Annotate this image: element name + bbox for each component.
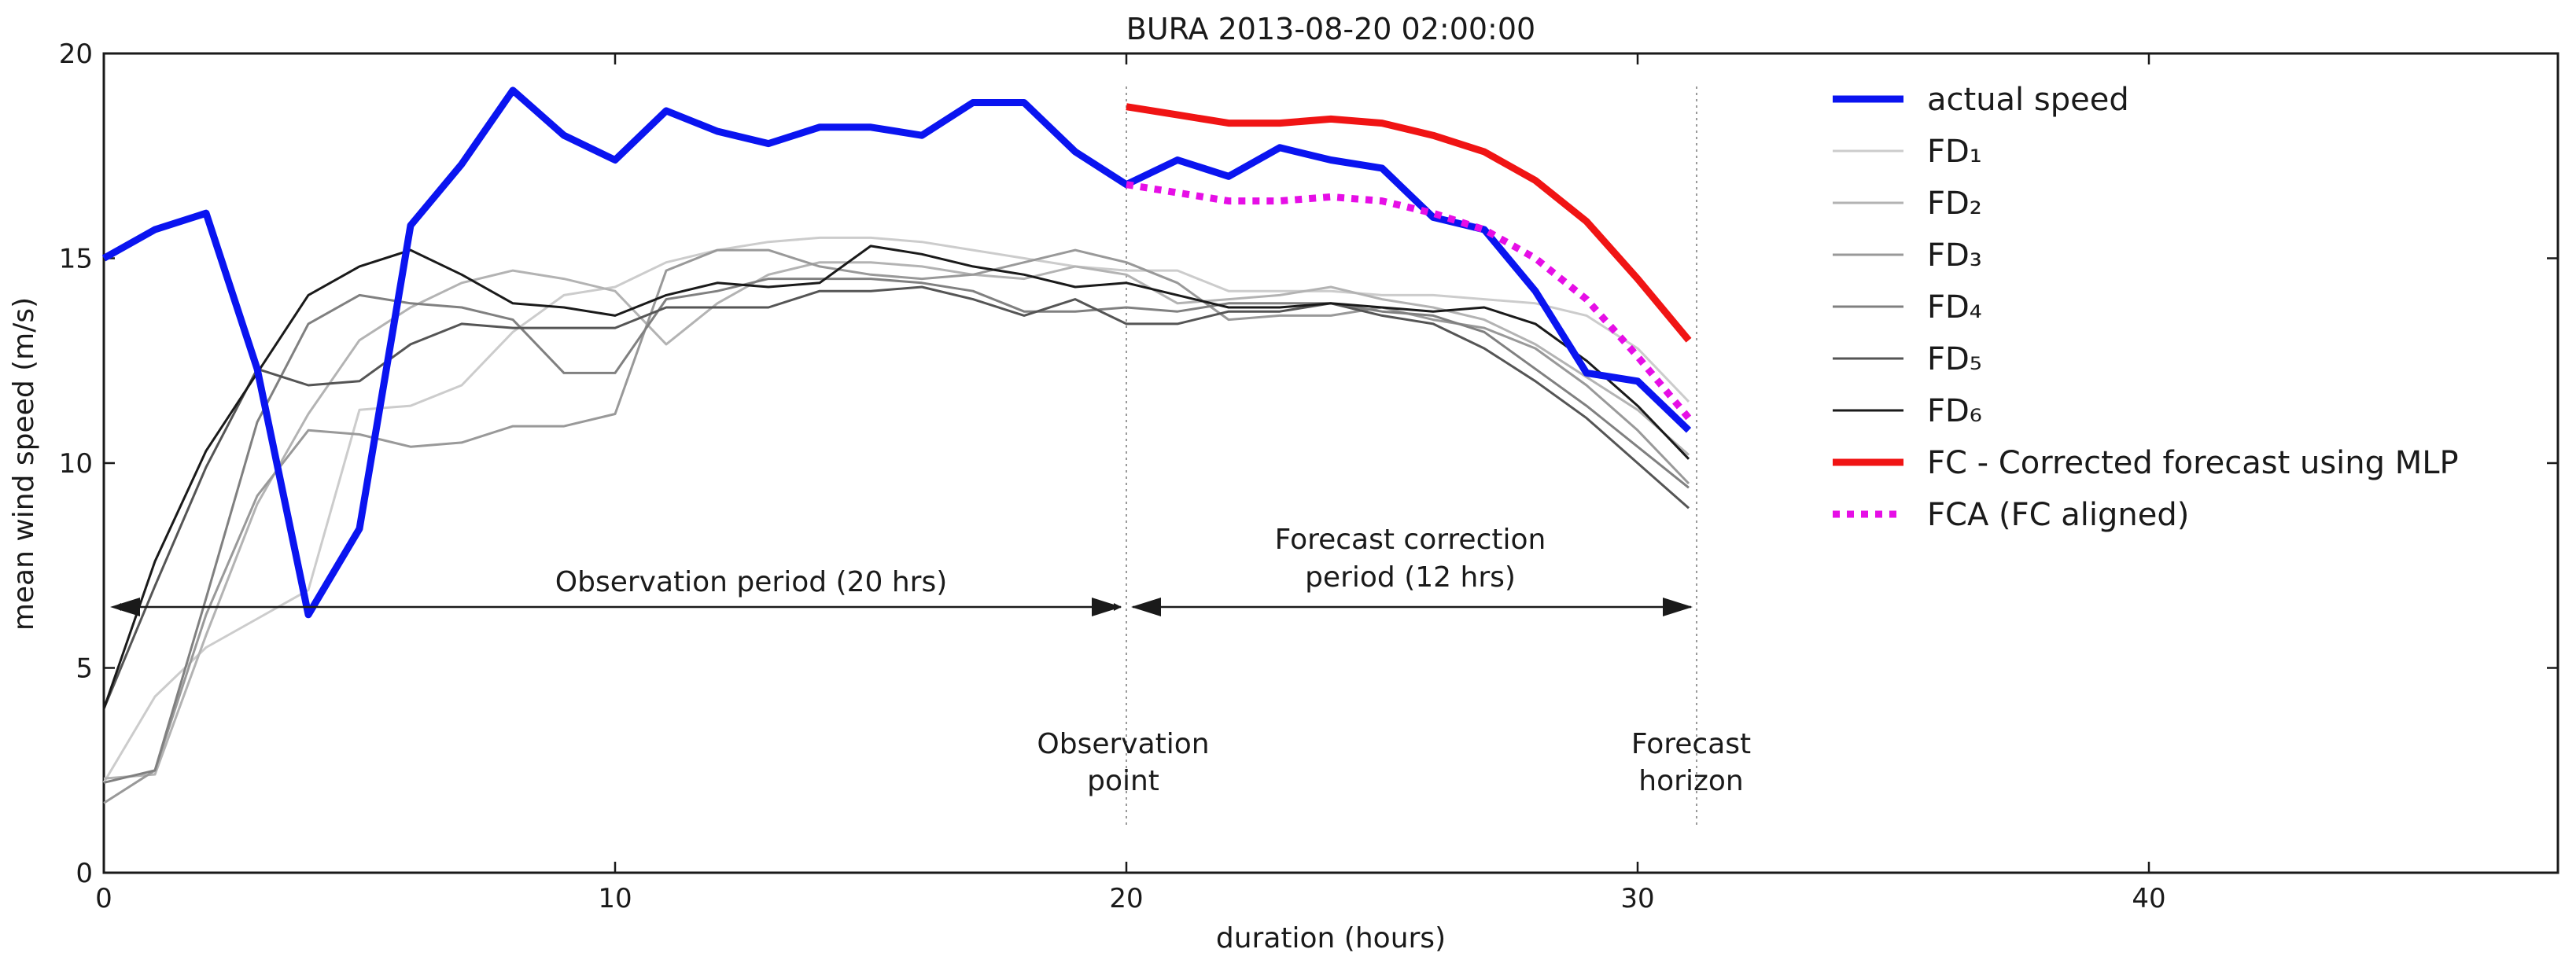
forecast-period-label-line2: period (12 hrs): [1305, 561, 1516, 594]
legend: actual speed FD₁ FD₂ FD₃ FD₄ FD₅ FD₆ FC - Corre…: [1833, 82, 2459, 533]
forecast-arrow-head-left: [1131, 598, 1161, 616]
series-layer: [101, 86, 1692, 804]
y-tick-label: 0: [76, 858, 93, 889]
legend-label-1: FD₁: [1927, 134, 1982, 170]
series-line-7: [1126, 103, 1692, 343]
legend-label-0: actual speed: [1927, 82, 2129, 118]
observation-point-label-line2: point: [1087, 765, 1159, 797]
y-tick-label: 20: [59, 39, 93, 70]
legend-label-4: FD₄: [1927, 289, 1982, 326]
x-tick-label: 10: [598, 883, 632, 914]
observation-arrow-head-right: [1092, 598, 1122, 616]
x-tick-label: 0: [95, 883, 112, 914]
legend-label-6: FD₆: [1927, 393, 1982, 429]
legend-label-7: FC - Corrected forecast using MLP: [1927, 445, 2459, 481]
y-tick-label: 15: [59, 244, 93, 275]
chart-title: BURA 2013-08-20 02:00:00: [1126, 12, 1535, 46]
axis-ticks: 0 10 20 30 40 0 5 10 15 20: [59, 39, 2558, 914]
observation-arrow-head-left: [110, 598, 140, 616]
series-line-8: [1126, 181, 1692, 421]
observation-period-label: Observation period (20 hrs): [555, 566, 948, 598]
y-axis-title: mean wind speed (m/s): [8, 297, 40, 631]
series-line-5: [102, 285, 1690, 710]
x-tick-label: 30: [1620, 883, 1654, 914]
forecast-period-label-line1: Forecast correction: [1275, 524, 1546, 556]
x-tick-label: 40: [2132, 883, 2165, 914]
legend-label-3: FD₃: [1927, 237, 1982, 274]
legend-label-5: FD₅: [1927, 341, 1982, 377]
forecast-horizon-label-line1: Forecast: [1631, 728, 1751, 760]
y-tick-label: 10: [59, 448, 93, 480]
y-tick-label: 5: [76, 653, 93, 685]
forecast-arrow-head-right: [1663, 598, 1693, 616]
legend-label-2: FD₂: [1927, 186, 1982, 222]
forecast-horizon-label-line2: horizon: [1638, 765, 1743, 797]
legend-label-8: FCA (FC aligned): [1927, 497, 2189, 533]
x-axis-title: duration (hours): [1216, 922, 1446, 954]
series-line-4: [103, 278, 1690, 784]
x-tick-label: 20: [1109, 883, 1143, 914]
series-line-2: [103, 261, 1690, 780]
series-line-1: [102, 236, 1690, 784]
series-line-3: [103, 248, 1690, 804]
observation-point-label-line1: Observation: [1037, 728, 1209, 760]
series-line-6: [102, 245, 1690, 710]
